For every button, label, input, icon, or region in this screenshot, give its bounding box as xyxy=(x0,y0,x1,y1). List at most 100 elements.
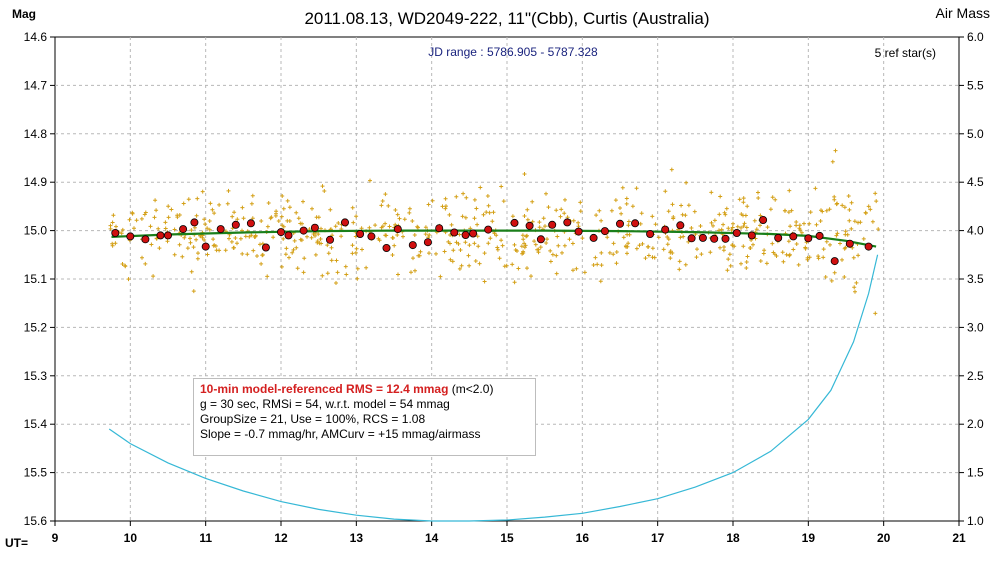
raw-point xyxy=(474,206,479,211)
raw-point xyxy=(683,262,688,267)
raw-point xyxy=(390,235,395,240)
raw-point xyxy=(127,217,132,222)
raw-point xyxy=(464,195,469,200)
raw-point xyxy=(499,184,504,189)
raw-point xyxy=(787,188,792,193)
x-tick-label: 13 xyxy=(350,531,364,545)
raw-point xyxy=(512,280,517,285)
raw-point xyxy=(354,214,359,219)
binned-point xyxy=(574,227,583,236)
stats-box: 10-min model-referenced RMS = 12.4 mmag … xyxy=(193,378,536,456)
raw-point xyxy=(202,217,207,222)
raw-point xyxy=(646,253,651,258)
raw-point xyxy=(652,255,657,260)
raw-point xyxy=(598,279,603,284)
raw-point xyxy=(818,219,823,223)
y-tick-label: 15.1 xyxy=(24,272,48,286)
raw-point xyxy=(461,191,466,196)
raw-point xyxy=(287,205,292,210)
raw-point xyxy=(333,224,338,229)
binned-point xyxy=(589,233,598,242)
raw-point xyxy=(325,271,330,276)
raw-point xyxy=(396,272,400,277)
raw-point xyxy=(284,246,289,251)
binned-point xyxy=(141,235,150,244)
raw-point xyxy=(401,234,405,239)
raw-point xyxy=(353,250,358,255)
raw-point xyxy=(188,236,192,241)
x-tick-label: 11 xyxy=(199,531,212,545)
raw-point xyxy=(668,256,673,261)
raw-point xyxy=(460,214,465,219)
raw-point xyxy=(634,246,639,251)
raw-point xyxy=(322,189,327,193)
stats-line-3: GroupSize = 21, Use = 100%, RCS = 1.08 xyxy=(200,412,426,426)
raw-point xyxy=(522,172,527,176)
raw-point xyxy=(185,246,190,251)
raw-point xyxy=(556,243,561,248)
binned-point xyxy=(759,215,768,224)
raw-point xyxy=(567,237,572,242)
raw-point xyxy=(695,247,699,252)
raw-point xyxy=(842,275,847,279)
raw-point xyxy=(143,261,148,266)
binned-point xyxy=(815,231,824,240)
raw-point xyxy=(140,255,144,260)
raw-point xyxy=(189,269,194,274)
raw-point xyxy=(727,252,732,257)
raw-point xyxy=(481,212,486,217)
raw-point xyxy=(486,203,491,208)
raw-point xyxy=(728,263,733,268)
raw-point xyxy=(618,206,622,210)
airmass-line xyxy=(108,254,879,522)
raw-point xyxy=(212,211,217,216)
raw-point xyxy=(491,210,496,215)
axis-ticks: 9 10 11 12 13 14 15 16 17 18 19 20 21 14.6 14.7 14.8 14.… xyxy=(24,30,984,545)
binned-point xyxy=(469,229,478,238)
raw-point xyxy=(292,238,297,243)
y-tick-label: 14.8 xyxy=(24,127,48,141)
raw-point xyxy=(510,214,515,219)
raw-point xyxy=(410,219,415,223)
raw-point xyxy=(383,221,388,226)
raw-point xyxy=(416,225,420,230)
raw-point xyxy=(319,241,324,246)
raw-point xyxy=(463,240,468,245)
raw-point xyxy=(443,206,448,211)
binned-point xyxy=(340,218,349,227)
raw-point xyxy=(663,189,668,194)
raw-point xyxy=(466,253,471,258)
raw-point xyxy=(153,198,158,203)
raw-point xyxy=(756,196,761,200)
raw-point xyxy=(852,285,857,290)
raw-point xyxy=(525,217,530,222)
raw-point xyxy=(473,259,478,263)
binned-point xyxy=(284,231,293,240)
raw-point xyxy=(816,256,821,261)
raw-point xyxy=(846,194,851,198)
raw-point xyxy=(230,214,235,219)
raw-point xyxy=(593,255,598,260)
binned-point xyxy=(864,242,873,251)
raw-point xyxy=(126,277,131,282)
raw-point xyxy=(298,237,303,242)
raw-point xyxy=(475,234,480,239)
binned-point xyxy=(393,225,402,234)
raw-point xyxy=(423,225,428,230)
raw-point xyxy=(646,244,651,249)
binned-point xyxy=(510,218,519,227)
raw-point xyxy=(741,196,746,201)
raw-point xyxy=(329,245,334,250)
raw-point xyxy=(154,208,159,213)
raw-point xyxy=(268,216,273,221)
raw-point xyxy=(393,208,398,212)
raw-point xyxy=(210,207,215,212)
raw-point xyxy=(334,258,339,263)
raw-point xyxy=(677,259,682,264)
raw-point xyxy=(840,203,845,208)
raw-point xyxy=(582,270,587,275)
raw-point xyxy=(434,251,438,256)
airmass-curve xyxy=(108,254,879,522)
raw-point xyxy=(240,251,245,256)
raw-point xyxy=(524,234,529,239)
